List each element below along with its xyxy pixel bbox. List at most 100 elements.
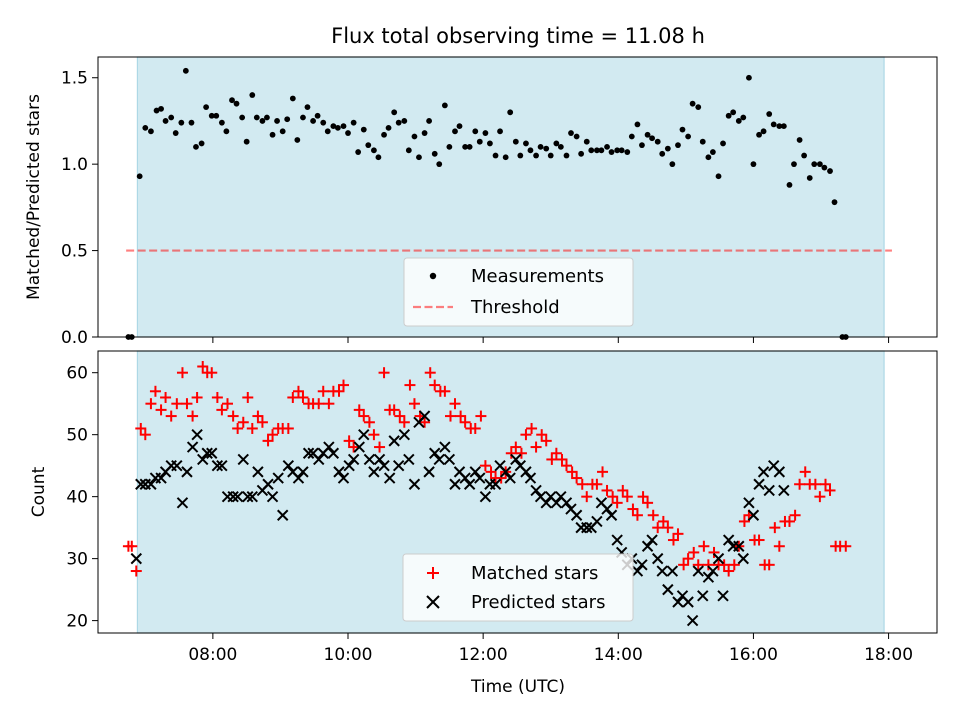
matched-star-point [581,491,593,503]
predicted-star-point [656,565,668,577]
matched-star-point [358,410,370,422]
predicted-star-point [717,590,729,602]
matched-star-point [702,559,714,571]
measurement-point [355,149,362,155]
matched-star-point [388,404,400,416]
matched-star-point [404,379,416,391]
matched-star-point [394,410,406,422]
predicted-star-point [763,484,775,497]
measurement-point [385,124,392,131]
predicted-star-point [636,559,648,571]
measurement-point [756,131,762,138]
figure-title: Flux total observing time = 11.08 h [331,24,705,48]
measurement-point [431,150,438,157]
measurement-point [533,152,539,159]
matched-star-point [256,416,268,428]
measurement-point [284,116,291,123]
matched-star-point [227,410,239,422]
x-tick-label: 08:00 [188,645,237,665]
matched-star-point [799,466,811,478]
matched-star-point [242,391,254,403]
predicted-star-point [130,552,142,565]
measurement-point [314,112,321,119]
matched-star-point [576,478,588,490]
matched-star-point [566,466,578,478]
matched-star-point [794,478,806,490]
matched-star-point [820,478,832,490]
matched-star-point [368,429,380,441]
measurement-point [492,152,499,159]
matched-star-point [550,447,562,459]
matched-star-point [682,553,694,565]
measurement-point [208,112,215,119]
measurement-point [568,130,574,136]
x-tick-label: 14:00 [594,645,643,665]
predicted-star-point [388,435,400,447]
measurement-point [750,161,757,168]
measurement-point [497,128,503,135]
measurement-point [259,118,266,124]
matched-star-point [560,460,572,472]
matched-star-point [631,509,643,521]
legend-threshold-label: Threshold [470,297,560,318]
measurement-point [375,154,382,161]
measurement-point [639,142,645,149]
predicted-star-point [463,478,476,490]
matched-star-point [475,410,487,422]
matched-star-point [211,391,223,403]
predicted-star-point [403,453,415,466]
bottom-legend: Matched stars Predicted stars [402,553,634,622]
predicted-star-point [181,466,193,478]
measurement-point [253,114,260,121]
predicted-star-point [550,497,563,509]
bottom-y-tick-label: 30 [66,550,88,570]
matched-star-point [317,385,329,397]
matched-star-point [540,435,552,447]
measurement-point [405,147,412,154]
measurement-point [452,128,458,135]
predicted-star-point [439,441,451,453]
matched-star-point [769,522,781,534]
predicted-star-point [145,478,157,490]
predicted-star-point [702,571,715,583]
matched-star-point [601,484,613,496]
measurement-point [537,143,544,150]
matched-star-point [783,515,795,527]
predicted-star-point [272,472,284,484]
measurement-point [243,138,250,145]
matched-star-point [708,546,720,558]
legend-predicted-marker [426,595,440,609]
predicted-star-point [449,478,461,490]
measurement-point [476,138,483,145]
predicted-star-point [197,453,209,466]
legend-predicted-label: Predicted stars [471,592,605,613]
matched-star-point [520,429,532,441]
x-tick-label: 18:00 [864,645,913,665]
measurement-point [608,149,615,155]
matched-star-point [824,484,836,496]
top-y-tick-label: 0.0 [61,328,88,348]
measurement-point [679,126,686,133]
predicted-star-point [429,447,441,459]
matched-star-point [505,447,517,459]
measurement-point [264,114,270,121]
measurement-point [523,140,529,147]
measurement-point [578,150,585,157]
matched-star-point [181,398,193,410]
measurement-point [472,128,479,135]
predicted-star-point [353,441,365,453]
measurement-point [725,112,732,119]
measurement-point [168,114,175,121]
matched-star-point [419,416,431,428]
measurement-point [446,143,453,150]
matched-star-point [459,416,471,428]
measurement-point [557,143,564,150]
measurement-point [345,130,351,136]
matched-star-point [408,398,420,410]
measurement-point [720,140,726,147]
predicted-star-point [347,453,360,466]
matched-star-point [343,435,355,447]
predicted-star-point [666,565,679,577]
measurement-point [816,161,823,168]
x-tick-label: 10:00 [324,645,373,665]
